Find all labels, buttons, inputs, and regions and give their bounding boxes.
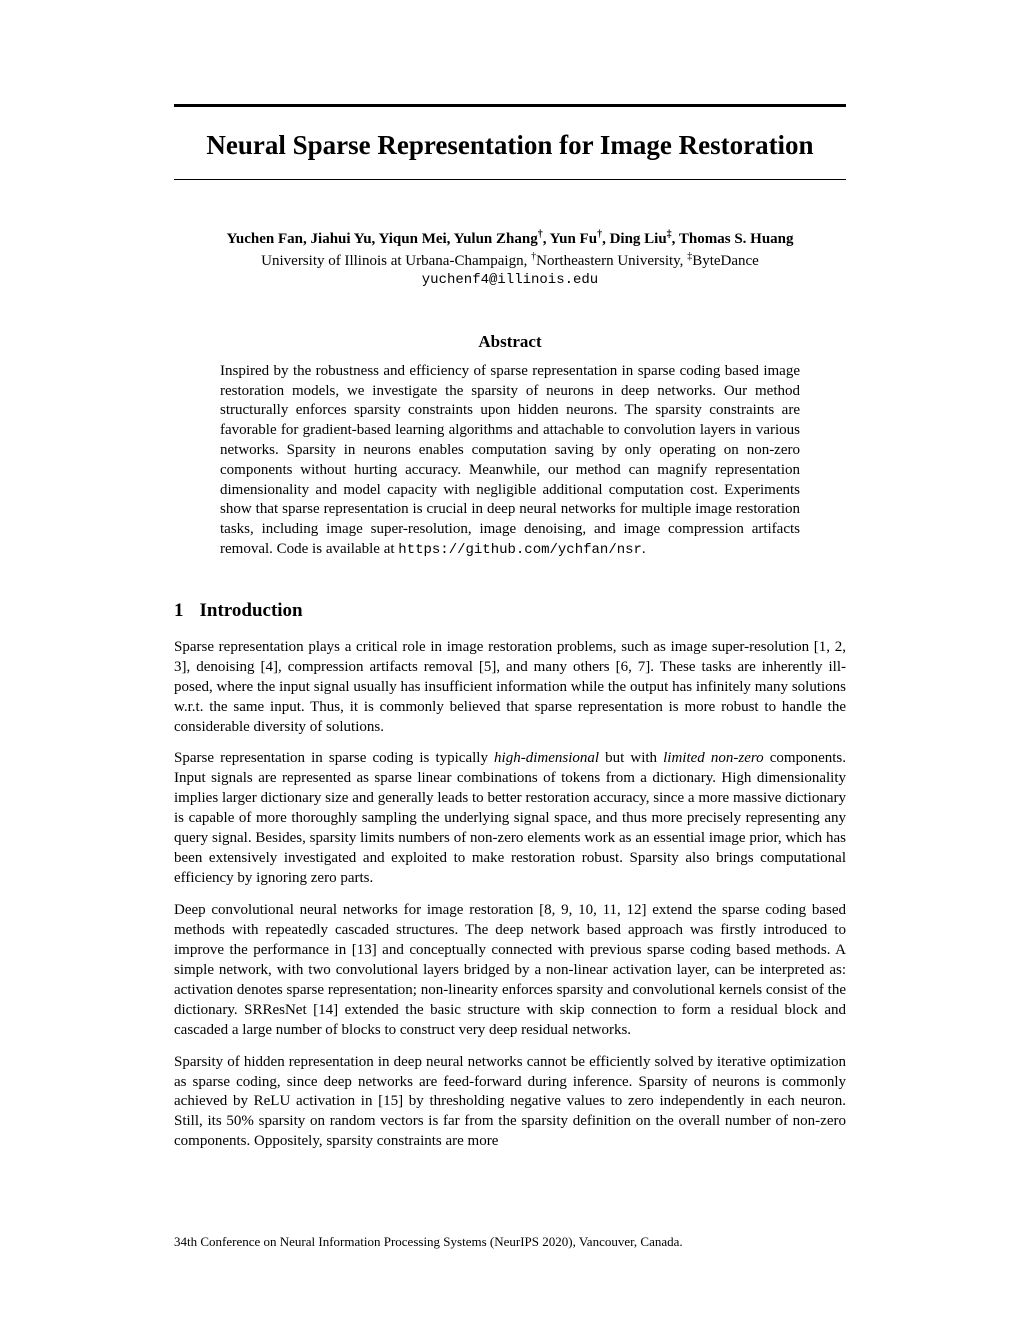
p2-em2: limited non-zero (663, 750, 764, 766)
p2-a: Sparse representation in sparse coding i… (174, 750, 494, 766)
abstract-pre: Inspired by the robustness and efficienc… (220, 363, 800, 557)
paragraph-3: Deep convolutional neural networks for i… (174, 901, 846, 1041)
abstract-code-url: https://github.com/ychfan/nsr (398, 542, 642, 558)
p2-c: components. Input signals are represente… (174, 750, 846, 886)
abstract-text: Inspired by the robustness and efficienc… (220, 362, 800, 560)
section-1-title: Introduction (200, 600, 303, 621)
authors-part2b: , Ding Liu (602, 231, 667, 247)
abstract-post: . (642, 541, 646, 557)
affil-main: University of Illinois at Urbana-Champai… (261, 253, 531, 269)
paragraph-2: Sparse representation in sparse coding i… (174, 749, 846, 889)
authors-part2c: , Thomas S. Huang (672, 231, 794, 247)
authors-part1: Yuchen Fan, Jiahui Yu, Yiqun Mei, Yulun … (226, 231, 537, 247)
conference-footer: 34th Conference on Neural Information Pr… (174, 1234, 683, 1250)
contact-email: yuchenf4@illinois.edu (174, 271, 846, 290)
title-underline-rule (174, 179, 846, 180)
title-block: Neural Sparse Representation for Image R… (174, 107, 846, 179)
p2-b: but with (599, 750, 663, 766)
paper-page: Neural Sparse Representation for Image R… (0, 0, 1020, 1320)
author-block: Yuchen Fan, Jiahui Yu, Yiqun Mei, Yulun … (174, 228, 846, 289)
paragraph-1: Sparse representation plays a critical r… (174, 638, 846, 738)
abstract-block: Abstract Inspired by the robustness and … (220, 332, 800, 560)
paragraph-4: Sparsity of hidden representation in dee… (174, 1053, 846, 1153)
authors-line: Yuchen Fan, Jiahui Yu, Yiqun Mei, Yulun … (174, 228, 846, 249)
p2-em1: high-dimensional (494, 750, 599, 766)
affil-bd: ByteDance (692, 253, 759, 269)
abstract-heading: Abstract (220, 332, 800, 352)
authors-part2a: , Yun Fu (543, 231, 597, 247)
affiliation-line: University of Illinois at Urbana-Champai… (174, 250, 846, 271)
section-1-heading: 1 Introduction (174, 600, 846, 622)
section-1-number: 1 (174, 600, 184, 622)
paper-title: Neural Sparse Representation for Image R… (174, 129, 846, 161)
affil-ne: Northeastern University, (536, 253, 687, 269)
